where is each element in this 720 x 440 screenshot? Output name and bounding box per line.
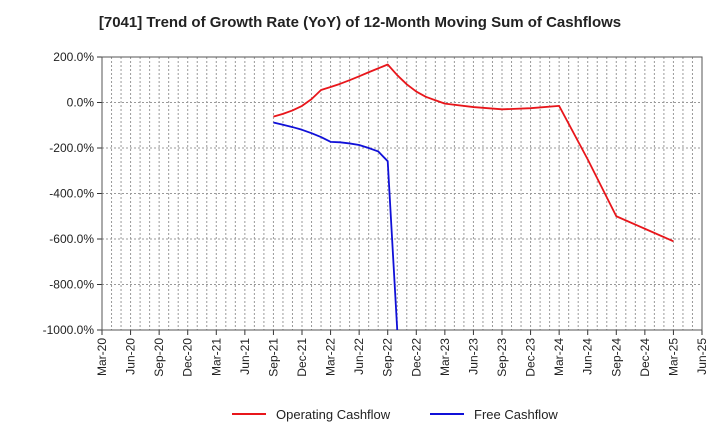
series-line-operating-cashflow: [273, 63, 674, 243]
x-tick-label: Mar-25: [666, 338, 680, 376]
x-tick-label: Mar-20: [95, 338, 109, 376]
x-tick-label: Sep-24: [609, 338, 623, 377]
y-tick-label: -800.0%: [49, 278, 94, 292]
x-tick-label: Dec-21: [295, 338, 309, 377]
x-tick-label: Sep-20: [152, 338, 166, 377]
series-line-free-cashflow: [273, 121, 399, 331]
y-tick-label: -600.0%: [49, 232, 94, 246]
x-tick-label: Sep-21: [266, 338, 280, 377]
x-tick-label: Mar-23: [438, 338, 452, 376]
y-tick-label: -1000.0%: [43, 323, 95, 337]
x-tick-label: Jun-22: [352, 338, 366, 375]
x-tick-label: Sep-23: [495, 338, 509, 377]
x-tick-label: Jun-23: [466, 338, 480, 375]
x-tick-label: Mar-21: [209, 338, 223, 376]
legend-label-operating-cashflow: Operating Cashflow: [276, 407, 391, 422]
y-tick-label: -200.0%: [49, 141, 94, 155]
x-tick-label: Jun-25: [695, 338, 709, 375]
x-tick-label: Jun-24: [581, 338, 595, 375]
x-tick-label: Mar-24: [552, 338, 566, 376]
x-tick-label: Dec-23: [524, 338, 538, 377]
y-tick-label: 0.0%: [67, 96, 95, 110]
x-tick-label: Dec-20: [181, 338, 195, 377]
x-tick-label: Dec-22: [409, 338, 423, 377]
y-tick-label: 200.0%: [53, 50, 94, 64]
x-tick-label: Mar-22: [324, 338, 338, 376]
plot-frame: [101, 56, 703, 331]
x-tick-label: Dec-24: [638, 338, 652, 377]
chart-title: [7041] Trend of Growth Rate (YoY) of 12-…: [98, 14, 622, 31]
legend-label-free-cashflow: Free Cashflow: [474, 407, 558, 422]
x-tick-label: Jun-21: [238, 338, 252, 375]
x-tick-label: Sep-22: [381, 338, 395, 377]
y-tick-label: -400.0%: [49, 187, 94, 201]
x-tick-label: Jun-20: [124, 338, 138, 375]
